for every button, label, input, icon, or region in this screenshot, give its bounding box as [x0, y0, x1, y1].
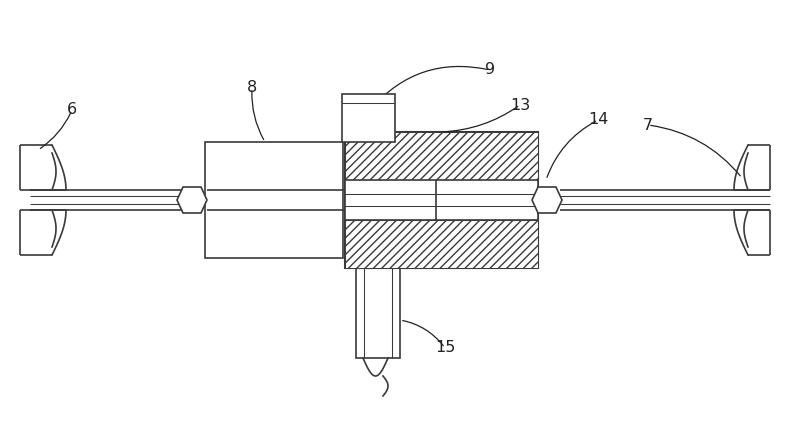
- Text: 15: 15: [435, 341, 455, 355]
- Bar: [345, 132, 538, 180]
- Bar: [342, 94, 395, 142]
- Bar: [345, 220, 538, 268]
- Text: 14: 14: [588, 112, 608, 128]
- Bar: [356, 268, 400, 358]
- Bar: [345, 180, 538, 220]
- Bar: [345, 132, 538, 268]
- Text: 7: 7: [643, 118, 653, 132]
- Text: 6: 6: [67, 102, 77, 118]
- Bar: [205, 142, 343, 258]
- Text: 8: 8: [247, 80, 257, 95]
- Polygon shape: [532, 187, 562, 213]
- Polygon shape: [177, 187, 207, 213]
- Text: 9: 9: [485, 62, 495, 78]
- Text: 13: 13: [510, 98, 530, 112]
